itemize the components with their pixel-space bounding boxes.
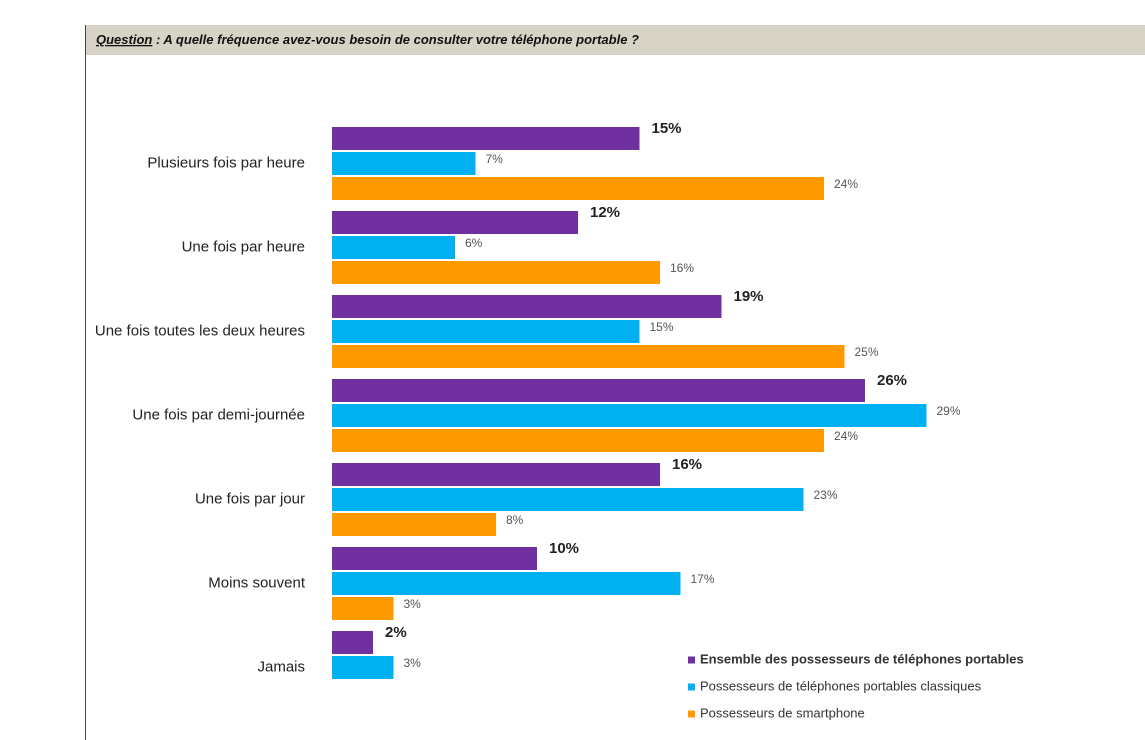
data-label: 19% <box>734 288 764 305</box>
legend-swatch <box>688 683 695 691</box>
data-label: 10% <box>549 540 579 557</box>
category-label: Une fois par heure <box>182 238 305 255</box>
question: Question : A quelle fréquence avez-vous … <box>96 32 639 47</box>
data-label: 7% <box>486 152 504 166</box>
category-label: Moins souvent <box>208 574 306 591</box>
category-label: Jamais <box>257 658 305 675</box>
bar <box>332 547 537 570</box>
data-label: 23% <box>814 488 838 502</box>
data-label: 16% <box>672 456 702 473</box>
legend-label: Possesseurs de téléphones portables clas… <box>700 678 982 693</box>
data-label: 16% <box>670 261 694 275</box>
bar <box>332 463 660 486</box>
question-label: Question <box>96 32 152 47</box>
bar <box>332 211 578 234</box>
data-label: 26% <box>877 372 907 389</box>
bar <box>332 379 865 402</box>
data-label: 24% <box>834 177 858 191</box>
bar <box>332 572 681 595</box>
category-label: Une fois par jour <box>195 490 305 507</box>
question-text: : A quelle fréquence avez-vous besoin de… <box>152 32 639 47</box>
bar <box>332 597 394 620</box>
bar <box>332 152 476 175</box>
category-label: Une fois toutes les deux heures <box>95 322 305 339</box>
bar <box>332 320 640 343</box>
data-label: 8% <box>506 513 524 527</box>
data-label: 24% <box>834 429 858 443</box>
category-label: Une fois par demi-journée <box>132 406 305 423</box>
bar <box>332 127 640 150</box>
data-label: 2% <box>385 624 407 641</box>
data-label: 25% <box>855 345 879 359</box>
bar <box>332 656 394 679</box>
bar <box>332 429 824 452</box>
data-label: 15% <box>650 320 674 334</box>
bar <box>332 236 455 259</box>
data-label: 6% <box>465 236 483 250</box>
bar <box>332 261 660 284</box>
data-label: 12% <box>590 204 620 221</box>
bar <box>332 404 927 427</box>
legend-label: Possesseurs de smartphone <box>700 705 865 720</box>
legend-swatch <box>688 710 695 718</box>
category-label: Plusieurs fois par heure <box>147 154 305 171</box>
legend-label: Ensemble des possesseurs de téléphones p… <box>700 651 1024 666</box>
bar <box>332 295 722 318</box>
bar <box>332 488 804 511</box>
header-bar <box>85 25 1145 55</box>
bar <box>332 177 824 200</box>
bar <box>332 345 845 368</box>
bar <box>332 513 496 536</box>
data-label: 3% <box>404 656 422 670</box>
legend-swatch <box>688 656 695 664</box>
data-label: 29% <box>937 404 961 418</box>
bar <box>332 631 373 654</box>
data-label: 15% <box>652 120 682 137</box>
data-label: 17% <box>691 572 715 586</box>
data-label: 3% <box>404 597 422 611</box>
